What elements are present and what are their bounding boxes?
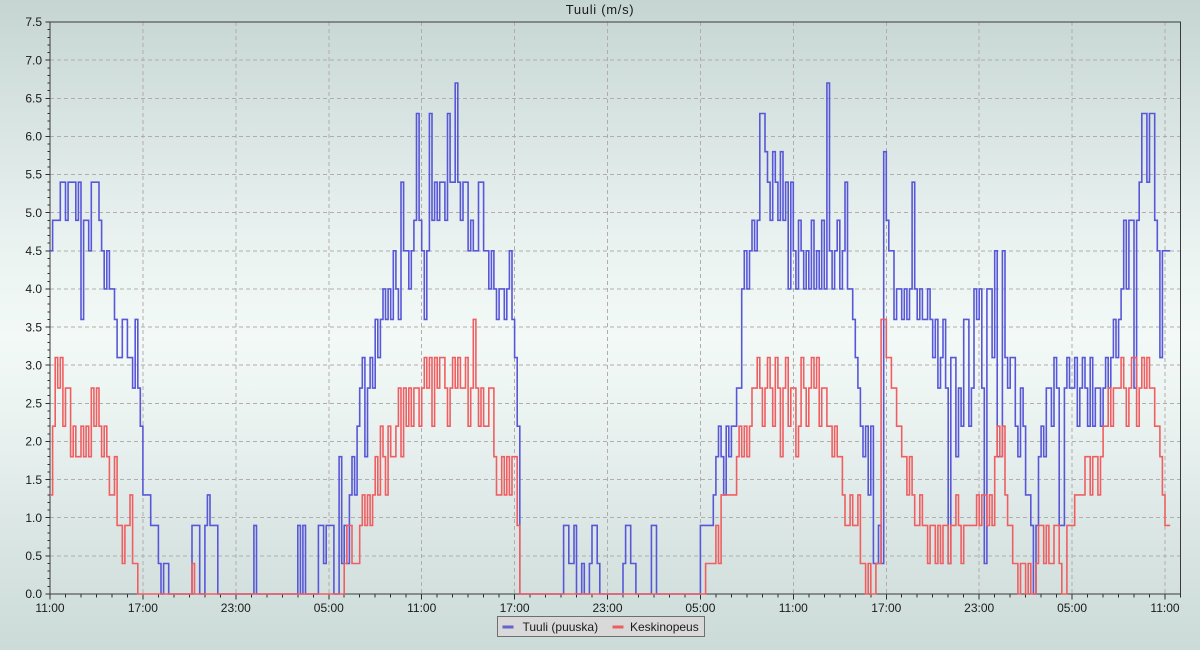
svg-text:23:00: 23:00 [964, 601, 994, 615]
svg-text:3.5: 3.5 [25, 320, 42, 334]
svg-text:5.0: 5.0 [25, 206, 42, 220]
svg-text:6.0: 6.0 [25, 130, 42, 144]
svg-text:Keskinopeus: Keskinopeus [630, 620, 699, 634]
svg-text:11:00: 11:00 [35, 601, 64, 615]
svg-text:11:00: 11:00 [407, 601, 436, 615]
svg-text:11:00: 11:00 [1150, 601, 1179, 615]
svg-text:4.5: 4.5 [25, 244, 42, 258]
svg-text:5.5: 5.5 [25, 168, 42, 182]
svg-text:2.5: 2.5 [25, 397, 42, 411]
svg-text:7.0: 7.0 [25, 53, 42, 67]
svg-text:17:00: 17:00 [128, 601, 158, 615]
svg-text:17:00: 17:00 [500, 601, 530, 615]
svg-text:Tuuli (puuska): Tuuli (puuska) [523, 620, 599, 634]
svg-text:0.5: 0.5 [25, 549, 42, 563]
svg-text:2.0: 2.0 [25, 435, 42, 449]
svg-text:05:00: 05:00 [314, 601, 344, 615]
svg-text:17:00: 17:00 [871, 601, 901, 615]
svg-text:0.0: 0.0 [25, 587, 42, 601]
svg-text:05:00: 05:00 [685, 601, 715, 615]
svg-text:6.5: 6.5 [25, 92, 42, 106]
svg-text:23:00: 23:00 [592, 601, 622, 615]
svg-text:1.5: 1.5 [25, 473, 42, 487]
svg-text:1.0: 1.0 [25, 511, 42, 525]
svg-text:3.0: 3.0 [25, 358, 42, 372]
svg-text:23:00: 23:00 [221, 601, 251, 615]
svg-text:4.0: 4.0 [25, 282, 42, 296]
svg-text:Tuuli (m/s): Tuuli (m/s) [566, 2, 635, 17]
svg-text:05:00: 05:00 [1057, 601, 1087, 615]
svg-text:7.5: 7.5 [25, 15, 42, 29]
svg-text:11:00: 11:00 [779, 601, 808, 615]
